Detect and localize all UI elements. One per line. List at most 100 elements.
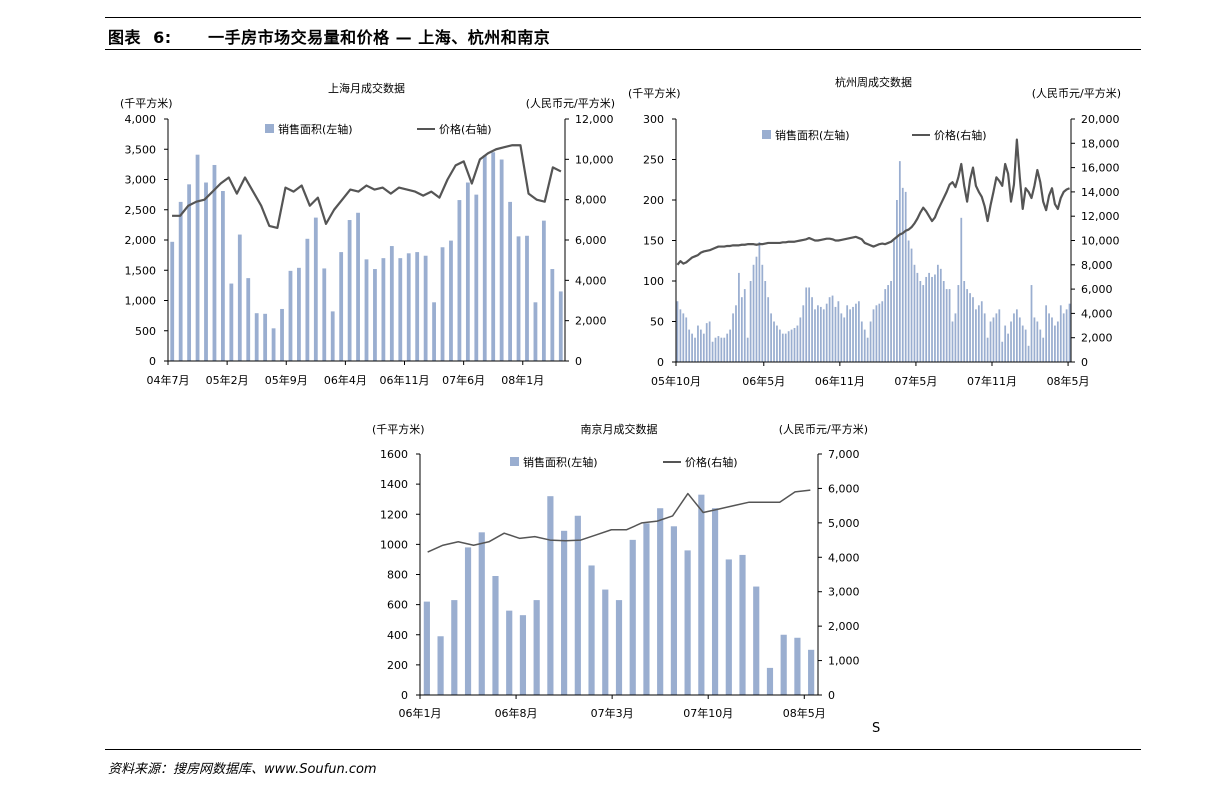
bar	[896, 200, 898, 362]
bar	[398, 258, 403, 361]
right-tick-label: 4,000	[828, 551, 860, 564]
left-tick-label: 100	[643, 275, 664, 288]
left-tick-label: 3,500	[125, 143, 157, 156]
bar	[893, 240, 895, 362]
left-tick-label: 1400	[380, 478, 408, 491]
bar	[776, 325, 778, 362]
bar	[975, 309, 977, 362]
bar	[980, 301, 983, 362]
bar	[939, 268, 942, 362]
bar	[922, 285, 925, 362]
bar	[726, 333, 729, 362]
price-line	[676, 138, 1070, 266]
bar	[1001, 341, 1004, 362]
bar	[1054, 325, 1056, 362]
bar	[778, 329, 781, 362]
bar	[508, 201, 512, 361]
bar	[746, 337, 749, 362]
bar	[464, 547, 472, 695]
bar	[547, 496, 554, 695]
bar	[670, 526, 677, 695]
bar	[881, 301, 884, 362]
bar	[884, 289, 887, 362]
legend-bar-swatch	[762, 130, 771, 139]
bar	[684, 550, 691, 695]
bar	[793, 327, 796, 362]
bar	[954, 313, 957, 362]
bar	[855, 303, 857, 362]
bar	[960, 217, 963, 362]
bar	[781, 333, 784, 362]
x-tick-label: 07年6月	[442, 373, 485, 387]
legend-line-label: 价格(右轴)	[934, 128, 987, 142]
bar	[451, 600, 458, 695]
right-tick-label: 16,000	[1081, 162, 1120, 175]
left-tick-label: 300	[643, 113, 664, 126]
bar	[449, 240, 453, 361]
bar	[1039, 329, 1042, 362]
bar	[305, 238, 310, 361]
bar	[936, 264, 939, 362]
left-tick-label: 2,000	[125, 234, 157, 247]
bar	[1007, 333, 1009, 362]
bar	[550, 269, 555, 361]
bar	[702, 333, 705, 362]
bar	[657, 508, 664, 695]
x-tick-label: 07年5月	[894, 374, 937, 388]
left-tick-label: 4,000	[125, 113, 157, 126]
left-tick-label: 400	[387, 629, 408, 642]
bar	[699, 329, 702, 362]
bar	[1036, 321, 1039, 362]
right-tick-label: 14,000	[1081, 186, 1120, 199]
bar	[1056, 321, 1059, 362]
bar	[717, 336, 720, 362]
bar	[755, 256, 758, 362]
stray-mark: S	[872, 721, 881, 736]
bar	[951, 321, 954, 362]
bar	[519, 615, 527, 695]
bar	[790, 329, 793, 362]
x-tick-label: 05年10月	[651, 374, 701, 388]
right-tick-label: 8,000	[1081, 259, 1113, 272]
bar	[271, 328, 276, 361]
bar	[992, 317, 995, 362]
bar	[989, 321, 992, 362]
bar	[811, 297, 813, 362]
bar	[998, 309, 1001, 362]
bar	[735, 305, 737, 362]
bar	[802, 305, 805, 362]
bar	[770, 313, 772, 362]
bar	[432, 302, 436, 361]
bar	[1065, 309, 1068, 362]
bar	[313, 217, 318, 361]
bar	[753, 586, 760, 695]
left-tick-label: 1200	[380, 508, 408, 521]
bar	[679, 309, 682, 362]
legend-bar-label: 销售面积(左轴)	[775, 128, 850, 142]
bar	[688, 329, 691, 362]
bar	[837, 301, 840, 362]
bottom-rule	[105, 749, 1141, 750]
top-rule	[105, 17, 1141, 18]
bar	[229, 283, 234, 361]
shanghai-chart: 0 500 1,000 1,500 2,000 2,500 3,000 3,500 4,000 0…	[120, 81, 615, 387]
left-tick-label: 200	[643, 194, 664, 207]
bar	[516, 236, 521, 361]
bar	[697, 325, 699, 362]
bar	[934, 274, 936, 362]
bar	[1030, 285, 1033, 362]
x-tick-label: 08年5月	[1047, 374, 1090, 388]
left-axis-unit: (千平方米)	[372, 422, 425, 436]
bar	[901, 187, 904, 362]
bar	[1042, 337, 1045, 362]
bar	[846, 305, 849, 362]
bar	[1027, 345, 1030, 362]
x-tick-label: 05年9月	[265, 373, 308, 387]
bar	[780, 634, 787, 695]
bar	[204, 182, 208, 361]
x-tick-label: 06年5月	[742, 374, 785, 388]
bar	[834, 306, 837, 362]
bar	[995, 313, 998, 362]
bar	[558, 291, 563, 361]
bar	[928, 272, 930, 362]
